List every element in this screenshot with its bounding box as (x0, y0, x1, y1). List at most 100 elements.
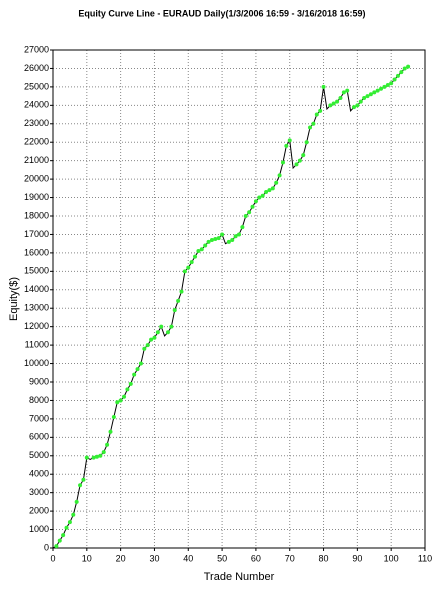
y-tick-label: 5000 (29, 450, 49, 460)
trade-marker (253, 199, 258, 204)
trade-marker (57, 538, 62, 543)
trade-marker (297, 158, 302, 163)
trade-marker (74, 499, 79, 504)
y-tick-label: 12000 (24, 321, 49, 331)
trade-marker (308, 125, 313, 130)
trade-marker (328, 103, 333, 108)
trade-marker (125, 387, 130, 392)
y-tick-label: 3000 (29, 487, 49, 497)
y-axis-label: Equity($) (8, 277, 20, 321)
trade-marker (226, 239, 231, 244)
x-tick-label: 0 (50, 553, 55, 563)
trade-marker (54, 544, 59, 549)
y-tick-label: 27000 (24, 44, 49, 54)
trade-marker (301, 153, 306, 158)
trade-marker (152, 335, 157, 340)
trade-marker (206, 239, 211, 244)
trade-marker (213, 237, 218, 242)
trade-marker (132, 372, 137, 377)
y-tick-label: 19000 (24, 192, 49, 202)
trade-marker (61, 533, 66, 538)
trade-marker (311, 121, 316, 126)
trade-marker (165, 330, 170, 335)
trade-marker (338, 95, 343, 100)
trade-marker (243, 214, 248, 218)
trade-marker (159, 324, 164, 329)
y-tick-label: 22000 (24, 137, 49, 147)
trade-marker (375, 88, 380, 93)
y-tick-label: 25000 (24, 81, 49, 91)
trade-marker (196, 249, 201, 254)
trade-marker (199, 247, 204, 252)
trade-marker (379, 86, 384, 91)
trade-marker (149, 337, 154, 342)
trade-marker (67, 520, 72, 525)
plot-frame (52, 49, 426, 549)
trade-marker (264, 190, 269, 195)
trade-marker (270, 186, 275, 191)
y-tick-label: 26000 (24, 63, 49, 73)
y-tick-label: 8000 (29, 395, 49, 405)
y-tick-label: 10000 (24, 358, 49, 368)
trade-marker (365, 94, 370, 99)
trade-marker (250, 204, 255, 209)
trade-marker (81, 477, 86, 482)
trade-marker (362, 95, 367, 100)
y-tick-label: 1000 (29, 524, 49, 534)
trade-marker (392, 77, 397, 82)
trade-marker (389, 81, 394, 86)
equity-line (52, 66, 409, 549)
trade-marker (138, 361, 143, 366)
x-tick-label: 10 (82, 553, 92, 563)
trade-marker (406, 64, 411, 69)
trade-marker (145, 343, 150, 348)
trade-marker (335, 99, 340, 104)
trade-marker (399, 70, 404, 75)
x-tick-label: 80 (319, 553, 329, 563)
trade-marker (358, 99, 363, 104)
trade-marker (128, 381, 133, 386)
trade-marker (94, 454, 99, 459)
y-tick-label: 14000 (24, 284, 49, 294)
trade-marker (247, 210, 252, 215)
x-tick-label: 40 (183, 553, 193, 563)
trade-marker (280, 160, 285, 165)
trade-marker (176, 298, 181, 303)
trade-marker (277, 173, 282, 178)
trade-marker (105, 442, 110, 447)
y-tick-label: 4000 (29, 469, 49, 479)
y-tick-label: 16000 (24, 247, 49, 257)
trade-marker (382, 84, 387, 89)
y-tick-label: 0 (44, 542, 49, 552)
y-tick-label: 9000 (29, 376, 49, 386)
y-tick-label: 13000 (24, 303, 49, 313)
trade-marker (209, 237, 214, 242)
trade-marker (179, 289, 184, 294)
x-tick-label: 70 (285, 553, 295, 563)
trade-marker (274, 180, 279, 185)
trade-marker (331, 101, 336, 106)
trade-marker (91, 455, 96, 460)
trade-marker (304, 140, 309, 145)
y-tick-label: 24000 (24, 100, 49, 110)
x-tick-label: 30 (149, 553, 159, 563)
trade-marker (78, 483, 83, 488)
trade-marker (203, 243, 208, 248)
trade-marker (341, 90, 346, 95)
trade-marker (237, 232, 241, 237)
trade-marker (318, 108, 323, 113)
trade-marker (233, 234, 238, 239)
trade-marker (189, 260, 194, 265)
trade-marker (260, 193, 265, 198)
trade-marker (186, 265, 191, 270)
trade-marker (101, 450, 106, 455)
x-tick-label: 50 (217, 553, 227, 563)
y-tick-label: 15000 (24, 266, 49, 276)
trade-marker (182, 269, 187, 274)
y-tick-label: 20000 (24, 173, 49, 183)
trade-marker (108, 429, 113, 434)
trade-marker (355, 103, 360, 108)
trade-marker (122, 394, 127, 399)
y-tick-label: 18000 (24, 210, 49, 220)
trade-marker (321, 84, 326, 89)
